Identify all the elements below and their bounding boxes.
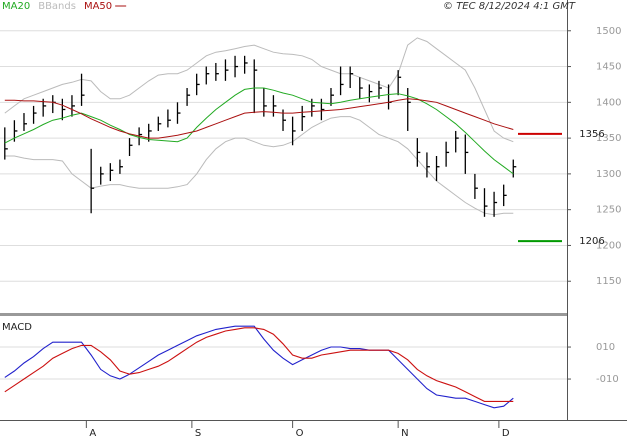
y-tick-label: -010 xyxy=(596,374,619,385)
legend-label: BBands xyxy=(38,1,76,12)
y-tick-label: 1450 xyxy=(596,62,621,73)
x-tick-label: N xyxy=(401,428,408,439)
y-tick-label: 1250 xyxy=(596,205,621,216)
credit: © TEC 8/12/2024 4:1 GMT xyxy=(443,1,576,12)
macd-line xyxy=(4,325,514,409)
macd-line xyxy=(4,327,514,402)
x-tick-label: D xyxy=(502,428,510,439)
panel-title: MACD xyxy=(2,322,32,333)
level-label: 1356 xyxy=(579,129,604,140)
x-tick-label: A xyxy=(89,428,96,439)
legend-label: MA50 xyxy=(84,1,112,12)
y-tick-label: 010 xyxy=(596,342,615,353)
y-tick-label: 1200 xyxy=(596,240,621,251)
x-tick-label: O xyxy=(296,428,304,439)
y-tick-label: 1150 xyxy=(596,276,621,287)
y-tick-label: 1400 xyxy=(596,97,621,108)
y-tick-label: 1300 xyxy=(596,169,621,180)
moving-average xyxy=(4,98,514,139)
legend-label: MA20 xyxy=(2,1,30,12)
bband-lower xyxy=(4,116,514,216)
panel-separator xyxy=(0,313,567,316)
y-tick-label: 1500 xyxy=(596,26,621,37)
level-label: 1206 xyxy=(579,236,604,247)
y-tick-label: 1350 xyxy=(596,133,621,144)
moving-average xyxy=(4,87,514,175)
bband-upper xyxy=(4,37,514,143)
x-tick-label: S xyxy=(195,428,201,439)
